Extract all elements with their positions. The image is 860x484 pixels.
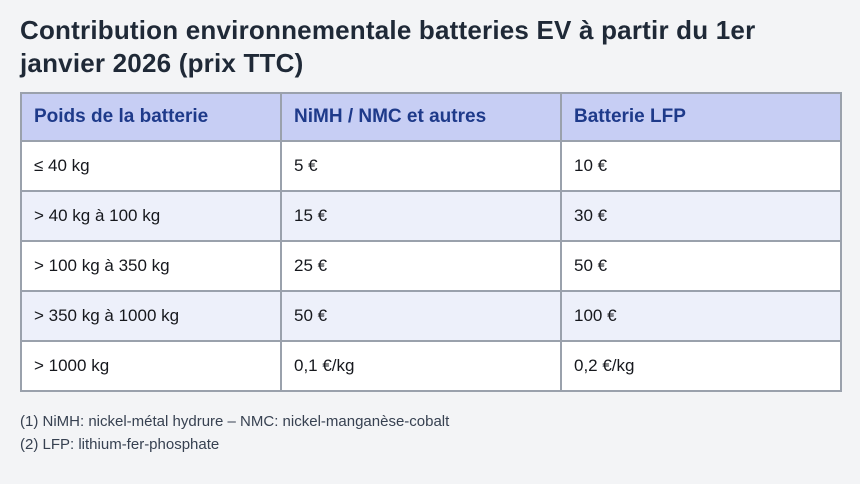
cell-poids: > 100 kg à 350 kg [20,240,282,293]
cell-poids: > 1000 kg [20,340,282,393]
table-row: > 1000 kg 0,1 €/kg 0,2 €/kg [20,340,842,393]
cell-poids: > 350 kg à 1000 kg [20,290,282,343]
table-row: > 100 kg à 350 kg 25 € 50 € [20,240,842,293]
cell-poids: > 40 kg à 100 kg [20,190,282,243]
cell-poids: ≤ 40 kg [20,140,282,193]
cell-prix-lfp: 30 € [560,190,842,243]
cell-prix-lfp: 0,2 €/kg [560,340,842,393]
table-row: ≤ 40 kg 5 € 10 € [20,140,842,193]
footnotes: (1) NiMH: nickel-métal hydrure – NMC: ni… [20,410,840,457]
cell-prix-lfp: 100 € [560,290,842,343]
cell-prix-nimh: 0,1 €/kg [280,340,562,393]
cell-prix-nimh: 15 € [280,190,562,243]
contribution-table: Poids de la batterie NiMH / NMC et autre… [20,92,842,393]
cell-prix-nimh: 5 € [280,140,562,193]
page-title: Contribution environnementale batteries … [20,15,756,79]
cell-prix-nimh: 25 € [280,240,562,293]
cell-prix-lfp: 10 € [560,140,842,193]
footnote-lfp: (2) LFP: lithium-fer-phosphate [20,436,220,454]
column-header-nimh-nmc: NiMH / NMC et autres [280,92,562,143]
column-header-poids-batterie: Poids de la batterie [20,92,282,143]
cell-prix-nimh: 50 € [280,290,562,343]
table-header-row: Poids de la batterie NiMH / NMC et autre… [20,92,842,143]
table-row: > 350 kg à 1000 kg 50 € 100 € [20,290,842,343]
footnote-nimh-nmc: (1) NiMH: nickel-métal hydrure – NMC: ni… [20,413,450,431]
cell-prix-lfp: 50 € [560,240,842,293]
table-row: > 40 kg à 100 kg 15 € 30 € [20,190,842,243]
column-header-batterie-lfp: Batterie LFP [560,92,842,143]
